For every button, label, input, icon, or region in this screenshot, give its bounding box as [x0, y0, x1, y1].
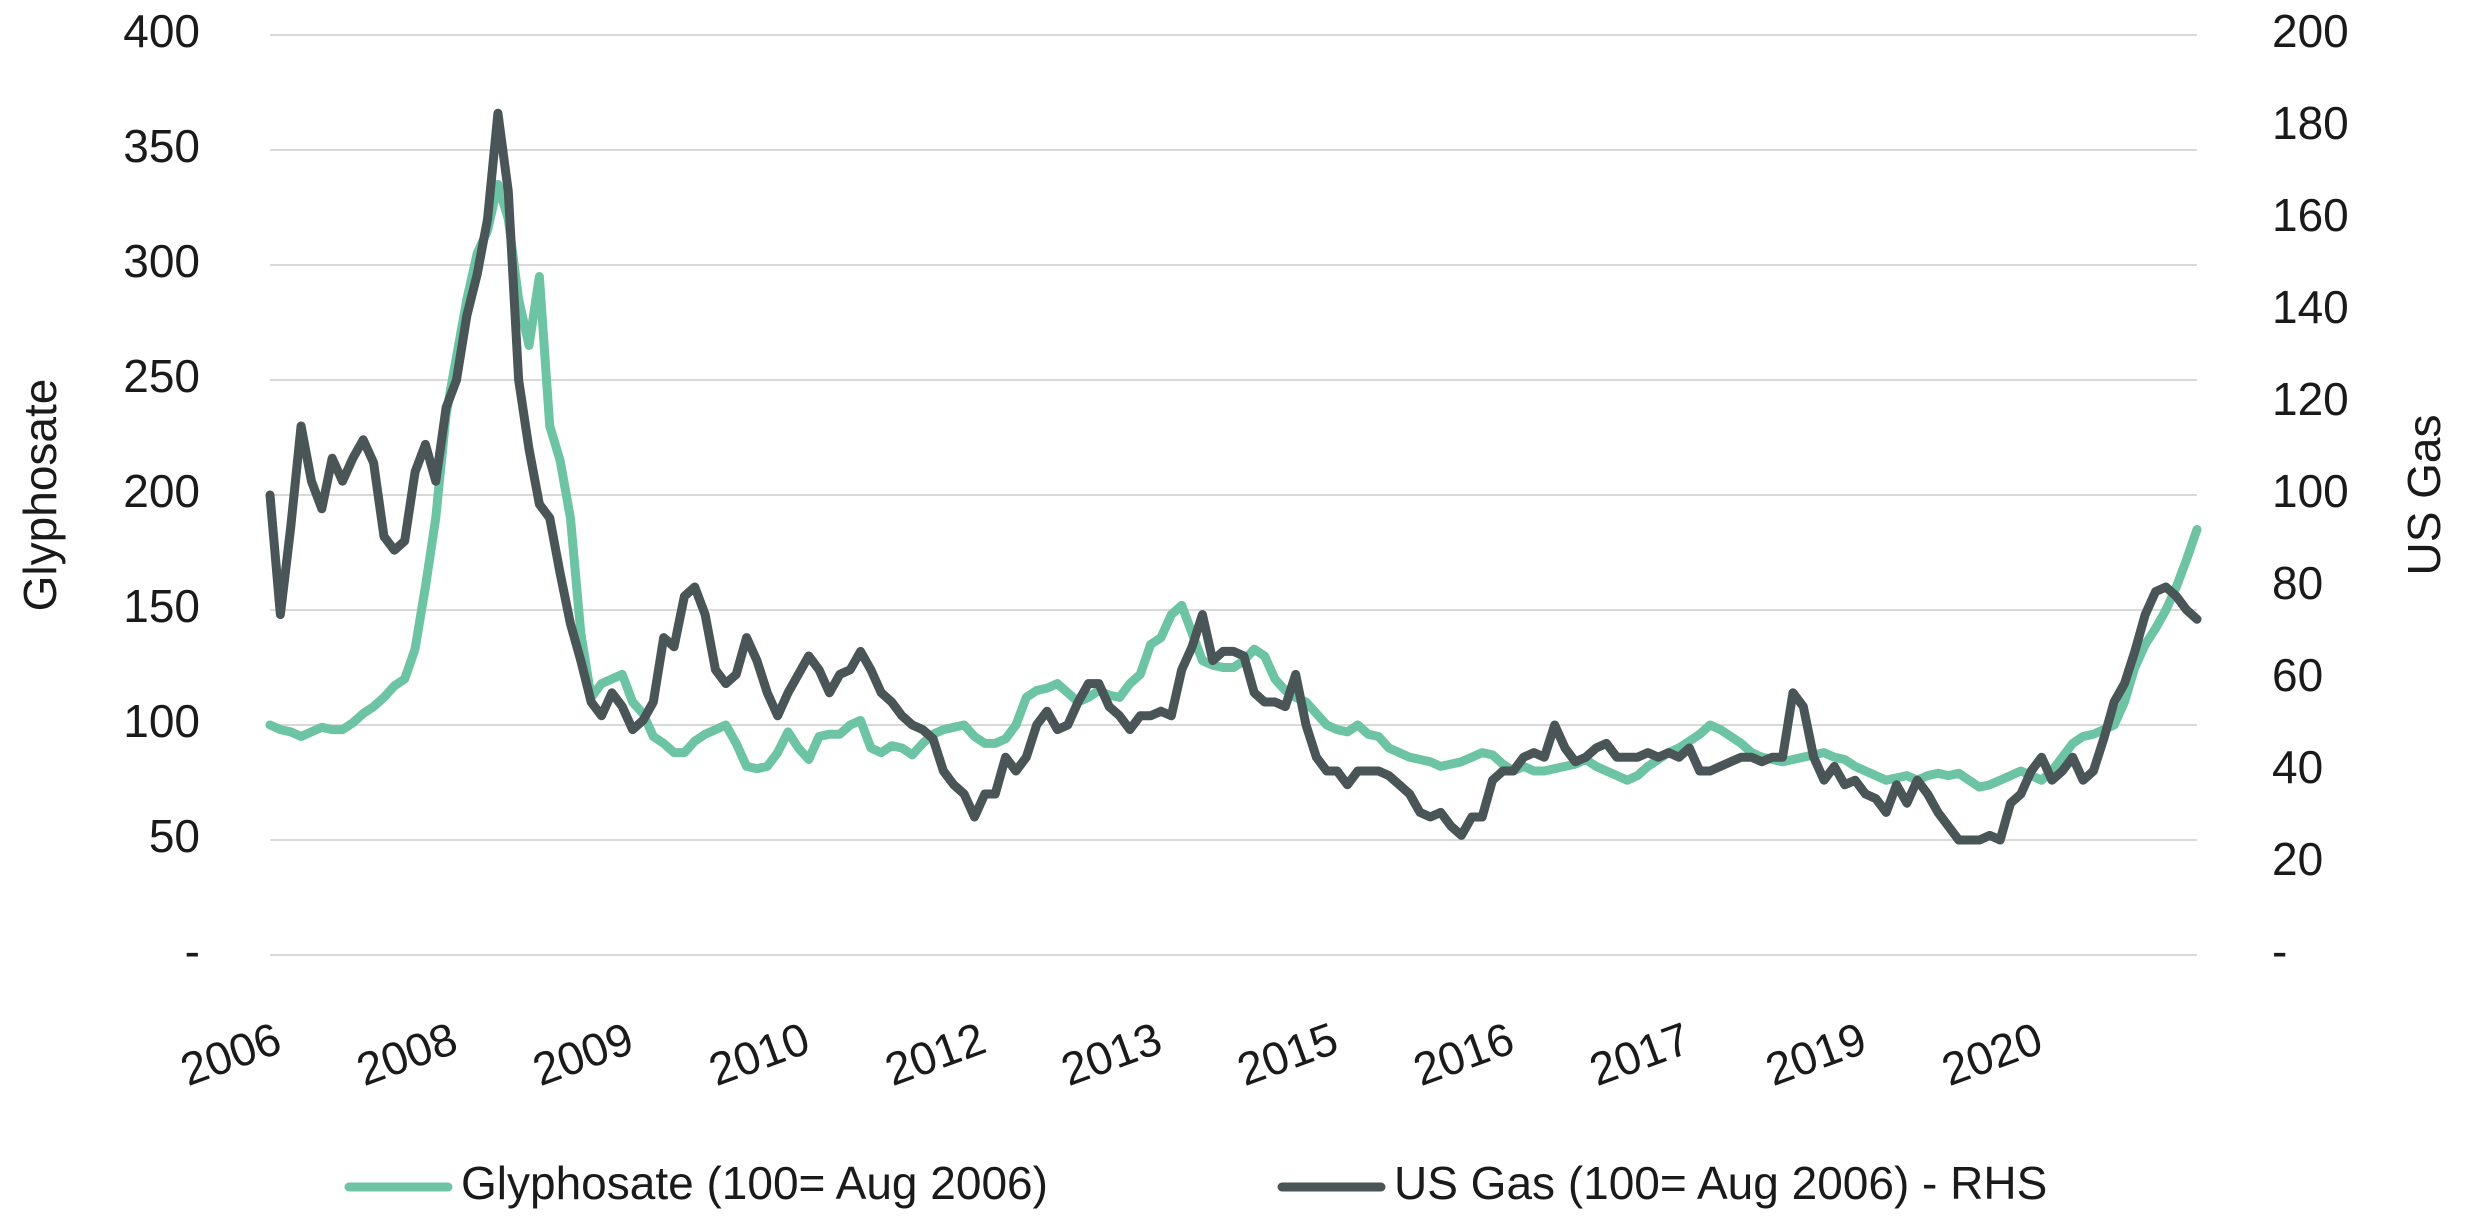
y2-tick-label: - [2272, 925, 2287, 977]
y2-tick-label: 40 [2272, 741, 2323, 793]
x-tick-label: 2009 [526, 1012, 640, 1096]
y2-tick-label: 100 [2272, 465, 2349, 517]
y2-tick-label: 20 [2272, 833, 2323, 885]
y2-tick-label: 180 [2272, 97, 2349, 149]
y2-axis-title: US Gas [2398, 414, 2450, 575]
y-tick-label: 300 [123, 235, 200, 287]
x-tick-label: 2012 [878, 1012, 992, 1096]
x-tick-label: 2013 [1054, 1012, 1168, 1096]
x-tick-label: 2020 [1935, 1012, 2049, 1096]
y2-tick-label: 60 [2272, 649, 2323, 701]
x-tick-label: 2017 [1583, 1012, 1697, 1096]
y2-tick-label: 160 [2272, 189, 2349, 241]
series-line [265, 108, 2202, 845]
y2-tick-label: 140 [2272, 281, 2349, 333]
y2-tick-label: 120 [2272, 373, 2349, 425]
y-tick-label: - [185, 925, 200, 977]
x-tick-label: 2015 [1230, 1012, 1344, 1096]
legend-label: US Gas (100= Aug 2006) - RHS [1394, 1157, 2047, 1209]
y-tick-label: 200 [123, 465, 200, 517]
y2-tick-label: 80 [2272, 557, 2323, 609]
x-tick-label: 2010 [702, 1012, 816, 1096]
series-line [265, 180, 2202, 792]
x-tick-label: 2019 [1759, 1012, 1873, 1096]
y-tick-label: 250 [123, 350, 200, 402]
y-tick-label: 400 [123, 5, 200, 57]
y-tick-label: 50 [149, 810, 200, 862]
x-tick-label: 2016 [1406, 1012, 1520, 1096]
y-tick-label: 350 [123, 120, 200, 172]
y2-tick-label: 200 [2272, 5, 2349, 57]
y-tick-label: 150 [123, 580, 200, 632]
y-tick-label: 100 [123, 695, 200, 747]
x-tick-label: 2006 [174, 1012, 288, 1096]
legend-label: Glyphosate (100= Aug 2006) [461, 1157, 1048, 1209]
y-axis-title: Glyphosate [14, 379, 66, 612]
x-tick-label: 2008 [350, 1012, 464, 1096]
